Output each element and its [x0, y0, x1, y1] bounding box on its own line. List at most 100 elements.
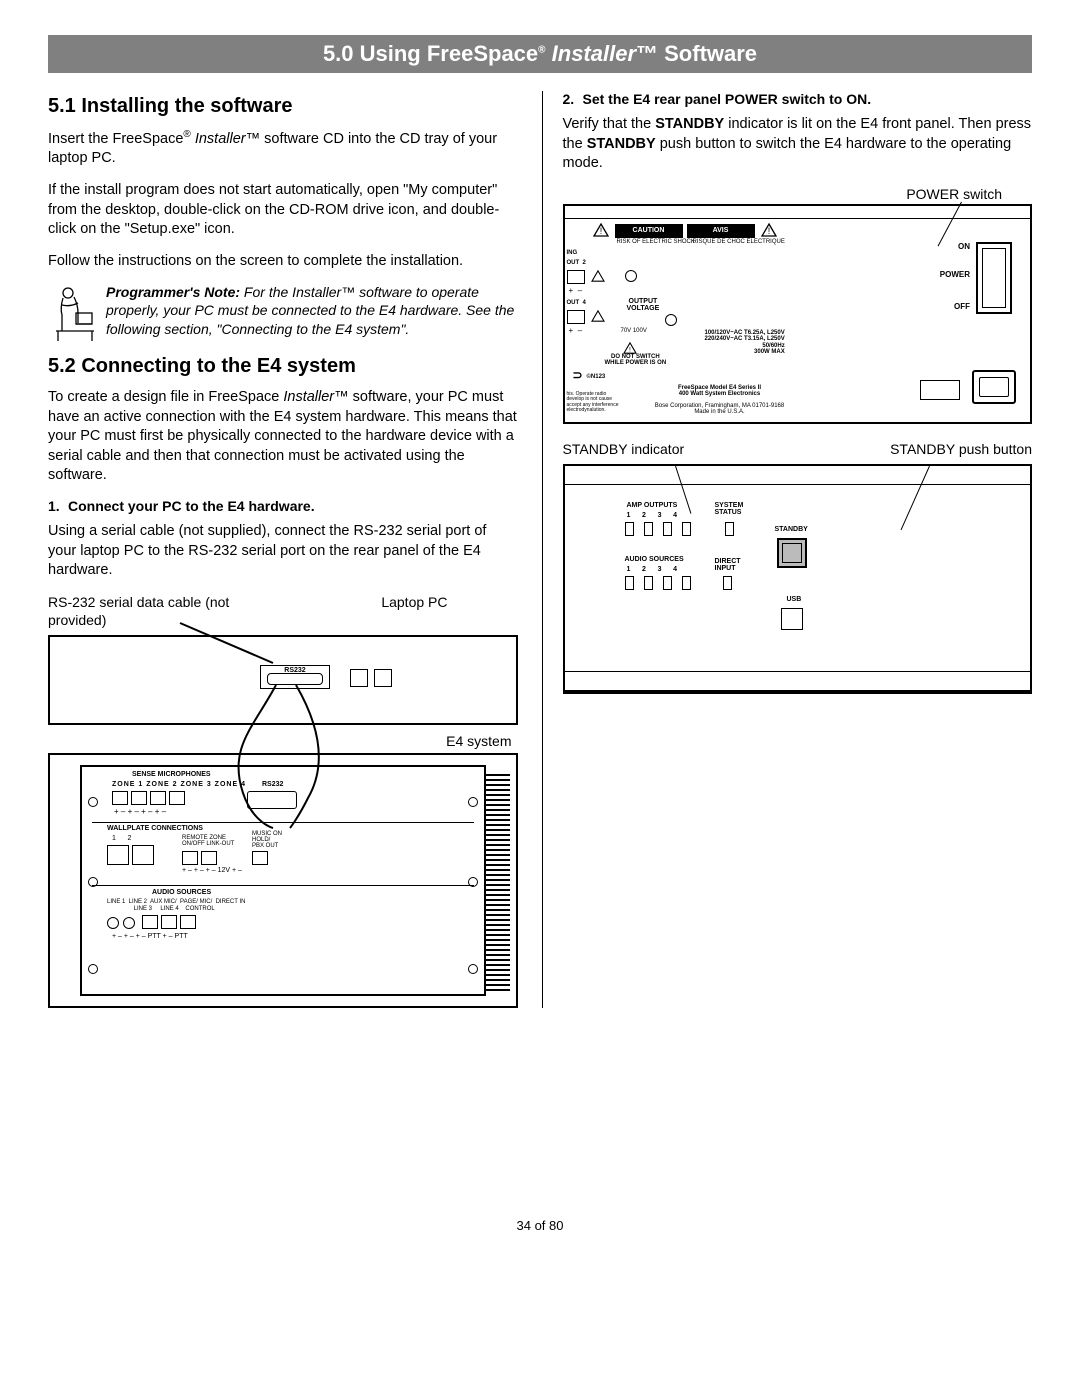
screw-icon	[88, 964, 98, 974]
line-jacks	[107, 917, 135, 929]
model-label: FreeSpace Model E4 Series II 400 Watt Sy…	[635, 385, 805, 398]
address-label: Bose Corporation, Framingham, MA 01701-9…	[615, 403, 825, 416]
page-header: 5.0 Using FreeSpace® Installer™ Software	[48, 35, 1032, 73]
cable-label: RS-232 serial data cable (not provided)	[48, 593, 248, 629]
voltage-70-100: 70V 100V	[621, 328, 647, 334]
warning-triangle-icon	[591, 269, 605, 281]
e4-rs232-port	[247, 791, 297, 809]
wallplate-ports	[107, 845, 154, 865]
adjustment-knob-icon	[665, 314, 677, 326]
output-voltage-label: OUTPUTVOLTAGE	[627, 298, 660, 312]
note-lead: Programmer's Note:	[106, 284, 240, 300]
warning-triangle-icon	[591, 309, 605, 321]
iec-inlet-icon	[972, 370, 1016, 404]
heading-5-2: 5.2 Connecting to the E4 system	[48, 355, 518, 378]
header-prefix: 5.0 Using FreeSpace	[323, 41, 538, 66]
standby-indicator-label: STANDBY indicator	[563, 440, 685, 458]
note-text: Programmer's Note: For the Installer™ so…	[106, 283, 518, 341]
symbol-row-3: + – + – + – PTT + – PTT	[112, 933, 188, 940]
programmers-note: Programmer's Note: For the Installer™ so…	[48, 283, 518, 341]
n123-label: ©N123	[587, 374, 606, 380]
audio-sources-label: AUDIO SOURCES	[152, 889, 211, 896]
para-verify-standby: Verify that the STANDBY indicator is lit…	[563, 115, 1033, 174]
rating-label: 100/120V~AC T6.25A, L250V 220/240V~AC T3…	[705, 330, 785, 356]
laptop-slot-icon	[350, 669, 368, 687]
para-follow: Follow the instructions on the screen to…	[48, 252, 518, 272]
screw-icon	[468, 797, 478, 807]
pointer-line	[901, 466, 930, 530]
out-label-2: OUT 4	[567, 300, 586, 306]
warning-triangle-icon: !	[623, 341, 637, 353]
svg-text:!: !	[599, 226, 602, 236]
power-label: POWER	[940, 270, 970, 279]
page-number: 34 of 80	[48, 1208, 1032, 1233]
panel-line	[565, 671, 1031, 672]
step-1-label: 1.Connect your PC to the E4 hardware.	[48, 498, 518, 514]
caution-bar: CAUTION AVIS	[615, 224, 755, 238]
laptop-slot-icon	[374, 669, 392, 687]
connection-diagram: RS-232 serial data cable (not provided) …	[48, 593, 518, 1008]
sense-mic-label: SENSE MICROPHONES	[132, 771, 211, 778]
e4-box: SENSE MICROPHONES ZONE 1 ZONE 2 ZONE 3 Z…	[48, 753, 518, 1008]
audio-sources-label: AUDIO SOURCES	[625, 556, 684, 563]
svg-text:!: !	[767, 226, 770, 236]
power-switch-label: POWER switch	[563, 186, 1033, 202]
separator-line	[92, 885, 474, 886]
lines2-label: LINE 3 LINE 4 CONTROL	[107, 906, 215, 912]
para-design-file: To create a design file in FreeSpace Ins…	[48, 388, 518, 486]
left-column: 5.1 Installing the software Insert the F…	[48, 91, 518, 1008]
output-port	[567, 310, 585, 324]
disclaimer-text: his. Operate radio develop is not cause …	[567, 392, 619, 414]
laptop-box: RS232	[48, 635, 518, 725]
heading-5-1: 5.1 Installing the software	[48, 95, 518, 118]
laptop-label: Laptop PC	[381, 593, 517, 629]
zone-ports	[112, 791, 185, 805]
amp-outputs-label: AMP OUTPUTS	[627, 502, 678, 509]
e4-rs232-label: RS232	[262, 781, 283, 788]
output-port	[567, 270, 585, 284]
system-status-led	[725, 522, 734, 536]
on-label: ON	[958, 242, 970, 251]
svg-text:!: !	[629, 346, 631, 353]
lines-label: LINE 1 LINE 2 AUX MIC/ PAGE/ MIC/ DIRECT…	[107, 899, 245, 905]
symbol-row: + – + – + – + –	[114, 807, 166, 816]
para-serial-cable: Using a serial cable (not supplied), con…	[48, 522, 518, 581]
audio-nums-label: 1 2 3 4	[627, 566, 678, 573]
direct-input-label: DIRECTINPUT	[715, 558, 741, 572]
header-suffix: ™ Software	[636, 41, 757, 66]
adjustment-knob-icon	[625, 270, 637, 282]
direct-input-led	[723, 576, 732, 590]
wallplate-nums: 1 2	[112, 835, 131, 842]
rear-panel-diagram: ! CAUTION AVIS RISK OF ELECTRIC SHOCK RI…	[563, 204, 1033, 424]
fuse-holder-icon	[920, 380, 960, 400]
header-reg: ®	[538, 45, 545, 56]
person-at-desk-icon	[48, 283, 96, 341]
standby-text-label: STANDBY	[775, 526, 808, 533]
usb-label: USB	[787, 596, 802, 603]
amp-nums-label: 1 2 3 4	[627, 512, 678, 519]
header-italic: Installer	[546, 41, 636, 66]
off-label: OFF	[954, 302, 970, 311]
para-autorun: If the install program does not start au…	[48, 181, 518, 240]
out-label: OUT 2	[567, 260, 586, 266]
remote-ports	[182, 851, 217, 865]
panel-line	[565, 484, 1031, 486]
symbol-row-2: + – + – + – 12V + –	[182, 867, 242, 874]
screw-icon	[468, 964, 478, 974]
front-panel-diagram: AMP OUTPUTS 1 2 3 4 SYSTEMSTATUS STANDBY…	[563, 464, 1033, 694]
audio-ports	[142, 915, 196, 929]
wallplate-label: WALLPLATE CONNECTIONS	[107, 825, 203, 832]
do-not-switch-label: DO NOT SWITCHWHILE POWER IS ON	[605, 354, 667, 366]
right-column: 2.Set the E4 rear panel POWER switch to …	[542, 91, 1033, 1008]
pbx-port	[252, 851, 268, 865]
standby-push-button	[777, 538, 807, 568]
polarity-label: + –	[569, 326, 583, 335]
separator-line	[92, 822, 474, 823]
para-insert-cd: Insert the FreeSpace® Installer™ softwar…	[48, 128, 518, 169]
usb-port-icon	[781, 608, 803, 630]
listing-mark-icon: ⊃	[573, 368, 583, 382]
warning-triangle-icon: !	[761, 223, 777, 237]
remote-label: REMOTE ZONEON/OFF LINK-OUT	[182, 835, 234, 847]
system-status-label: SYSTEMSTATUS	[715, 502, 744, 516]
laptop-rs232-port: RS232	[260, 665, 330, 689]
